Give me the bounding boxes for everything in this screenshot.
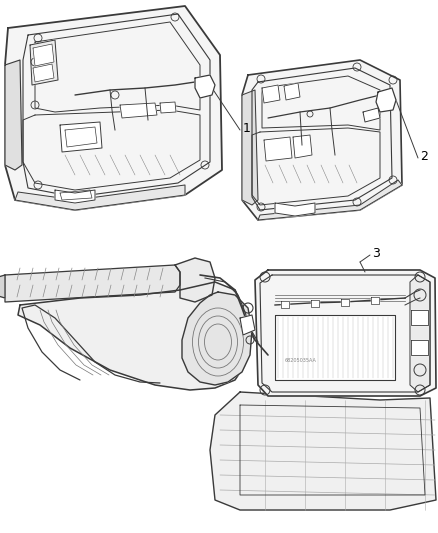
Polygon shape: [210, 392, 436, 510]
Polygon shape: [0, 275, 5, 298]
Polygon shape: [195, 75, 215, 98]
Polygon shape: [258, 180, 402, 220]
Polygon shape: [33, 44, 54, 66]
Polygon shape: [275, 315, 395, 380]
Text: 2: 2: [420, 150, 428, 163]
Polygon shape: [262, 85, 280, 103]
Text: 3: 3: [372, 247, 380, 260]
Polygon shape: [18, 282, 248, 390]
Polygon shape: [293, 135, 312, 158]
Polygon shape: [255, 270, 436, 396]
Polygon shape: [371, 297, 379, 304]
Polygon shape: [33, 64, 54, 82]
Polygon shape: [411, 310, 428, 325]
Polygon shape: [284, 83, 300, 100]
Polygon shape: [376, 88, 396, 112]
Polygon shape: [5, 265, 180, 302]
Text: 68205035AA: 68205035AA: [285, 358, 317, 363]
Polygon shape: [242, 90, 258, 205]
Polygon shape: [363, 108, 380, 122]
Polygon shape: [5, 60, 22, 170]
Polygon shape: [311, 300, 319, 307]
Polygon shape: [160, 102, 176, 113]
Polygon shape: [55, 190, 95, 203]
Text: 1: 1: [243, 122, 251, 135]
Polygon shape: [240, 315, 255, 335]
Polygon shape: [264, 137, 292, 161]
Polygon shape: [281, 301, 289, 308]
Polygon shape: [341, 299, 349, 306]
Polygon shape: [60, 122, 102, 152]
Polygon shape: [15, 185, 185, 210]
Polygon shape: [275, 203, 315, 216]
Polygon shape: [182, 292, 252, 385]
Polygon shape: [175, 258, 215, 302]
Polygon shape: [30, 40, 58, 85]
Polygon shape: [411, 340, 428, 355]
Polygon shape: [120, 103, 157, 118]
Polygon shape: [5, 6, 222, 210]
Polygon shape: [410, 275, 430, 392]
Polygon shape: [242, 60, 402, 220]
